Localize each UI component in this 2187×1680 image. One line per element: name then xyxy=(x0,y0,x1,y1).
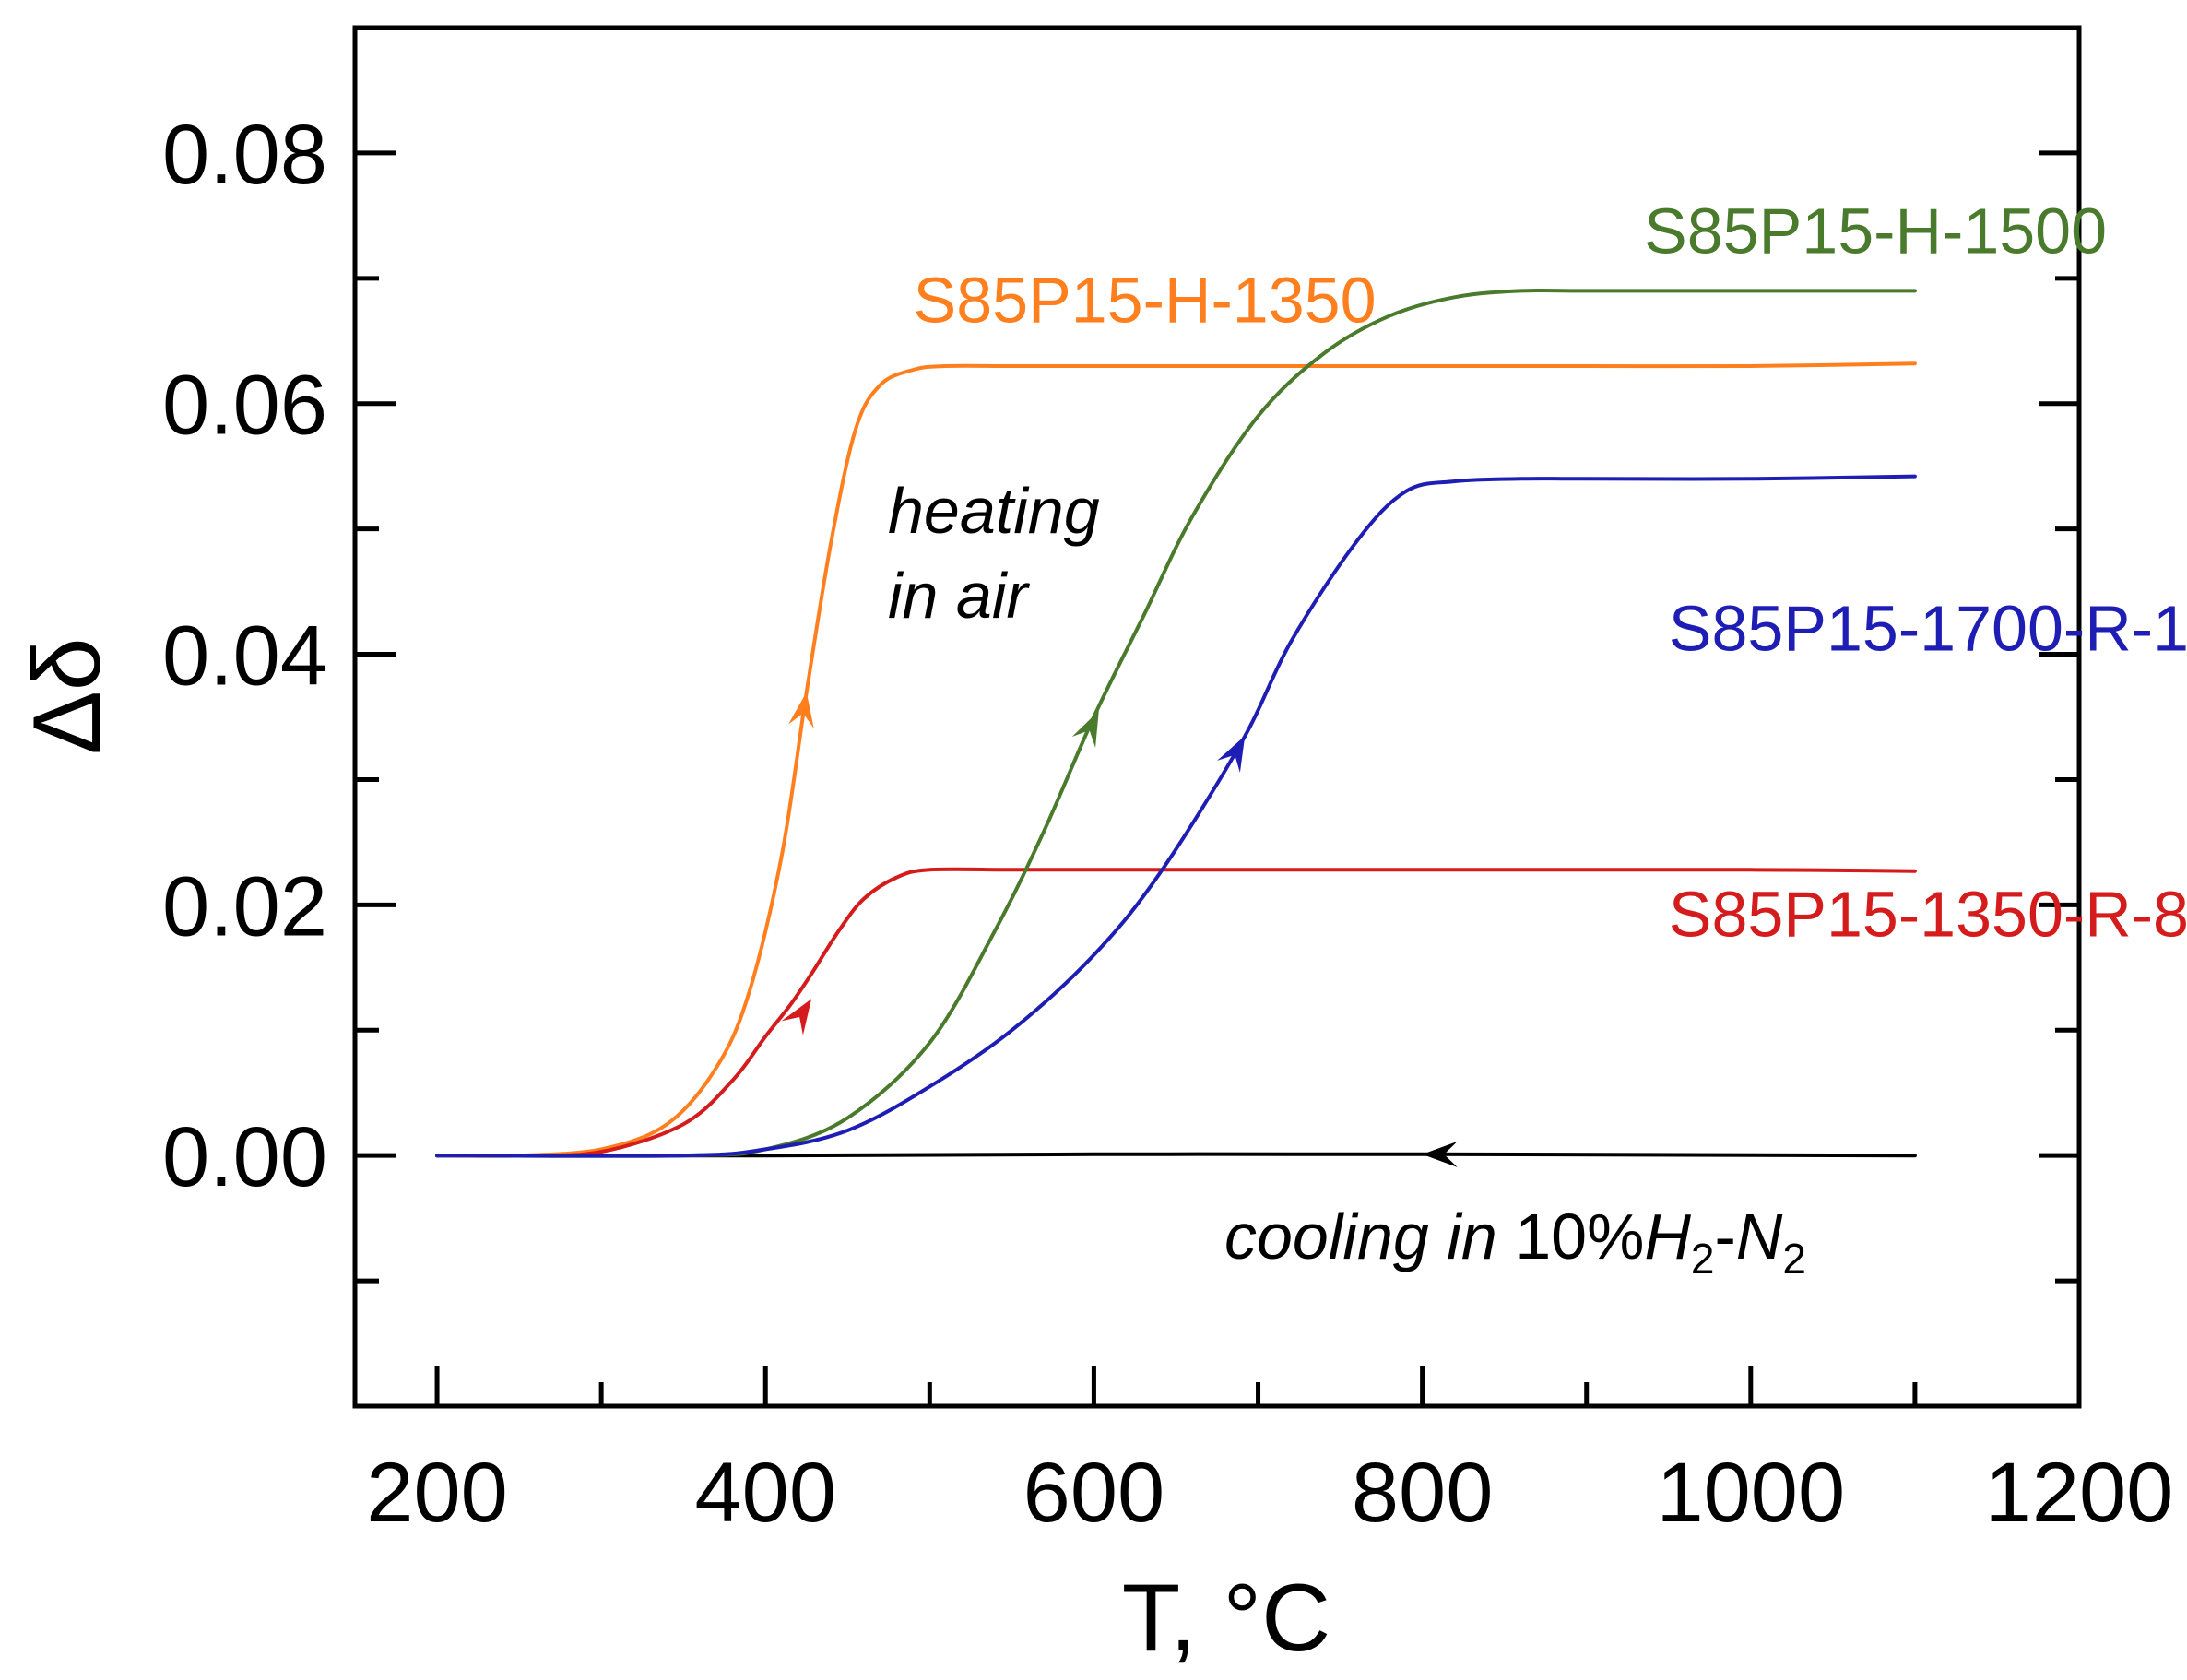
series-lines xyxy=(435,288,1917,1158)
y-tick-label-3: 0.06 xyxy=(162,359,327,453)
series-label-s85p15-h-1500: S85P15-H-1500 xyxy=(1644,195,2107,267)
x-tick-label-200: 200 xyxy=(366,1446,508,1540)
y-tick-label-0: 0.00 xyxy=(162,1110,327,1204)
y-tick-label-4: 0.08 xyxy=(162,108,327,202)
series-line-s85p15-1700-r-1500 xyxy=(435,474,1917,1158)
y-tick-labels: 0.00 0.02 0.04 0.06 0.08 xyxy=(162,108,327,1204)
cooling-annotation-percent: 10% xyxy=(1515,1201,1644,1272)
arrow-s85p15-h-1500 xyxy=(1071,710,1099,749)
heating-annotation-line2: in air xyxy=(888,560,1030,632)
x-tick-label-400: 400 xyxy=(694,1446,836,1540)
arrow-cooling xyxy=(1422,1141,1458,1167)
arrow-s85p15-1700-r-1500 xyxy=(1217,735,1246,774)
y-tick-label-1: 0.02 xyxy=(162,859,327,953)
cooling-annotation-dash: - xyxy=(1714,1201,1735,1272)
cooling-annotation-n-sub: 2 xyxy=(1782,1235,1806,1283)
plot-frame xyxy=(352,25,2082,1409)
cooling-annotation-prefix: cooling in xyxy=(1224,1201,1497,1272)
x-tick-label-600: 600 xyxy=(1023,1446,1165,1540)
cooling-annotation-h-sub: 2 xyxy=(1691,1235,1715,1283)
arrow-s85p15-h-1350 xyxy=(788,692,814,729)
heating-annotation: heating in air xyxy=(888,475,1100,632)
y-tick-label-2: 0.04 xyxy=(162,609,327,704)
series-line-s85p15-1350-r-850 xyxy=(435,867,1917,1158)
direction-arrows xyxy=(781,692,1458,1167)
series-label-s85p15-1350-r-850: S85P15-1350-R-850 xyxy=(1669,878,2187,950)
x-tick-labels: 200 400 600 800 1000 1200 xyxy=(366,1446,2173,1540)
series-label-s85p15-h-1350: S85P15-H-1350 xyxy=(914,264,1377,336)
arrow-s85p15-1350-r-850 xyxy=(781,999,812,1035)
cooling-annotation: cooling in 10%H2-N2 xyxy=(1224,1201,1806,1283)
series-label-s85p15-1700-r-1500: S85P15-1700-R-1500 xyxy=(1669,592,2187,664)
plot-area-border xyxy=(352,25,2082,1409)
x-tick-label-800: 800 xyxy=(1352,1446,1494,1540)
cooling-annotation-n: N xyxy=(1736,1201,1783,1272)
y-axis-title: Δδ xyxy=(14,637,121,754)
axis-ticks xyxy=(355,150,2079,1406)
x-tick-label-1200: 1200 xyxy=(1985,1446,2174,1540)
x-axis-title: T, °C xyxy=(1122,1565,1330,1672)
series-labels: S85P15-H-1350 S85P15-H-1500 S85P15-1700-R-… xyxy=(914,195,2187,951)
x-tick-label-1000: 1000 xyxy=(1656,1446,1845,1540)
series-line-s85p15-h-1350 xyxy=(435,361,1917,1158)
series-line-s85p15-h-1500 xyxy=(435,288,1917,1158)
heating-annotation-line1: heating xyxy=(888,475,1100,547)
cooling-annotation-h: H xyxy=(1644,1201,1691,1272)
